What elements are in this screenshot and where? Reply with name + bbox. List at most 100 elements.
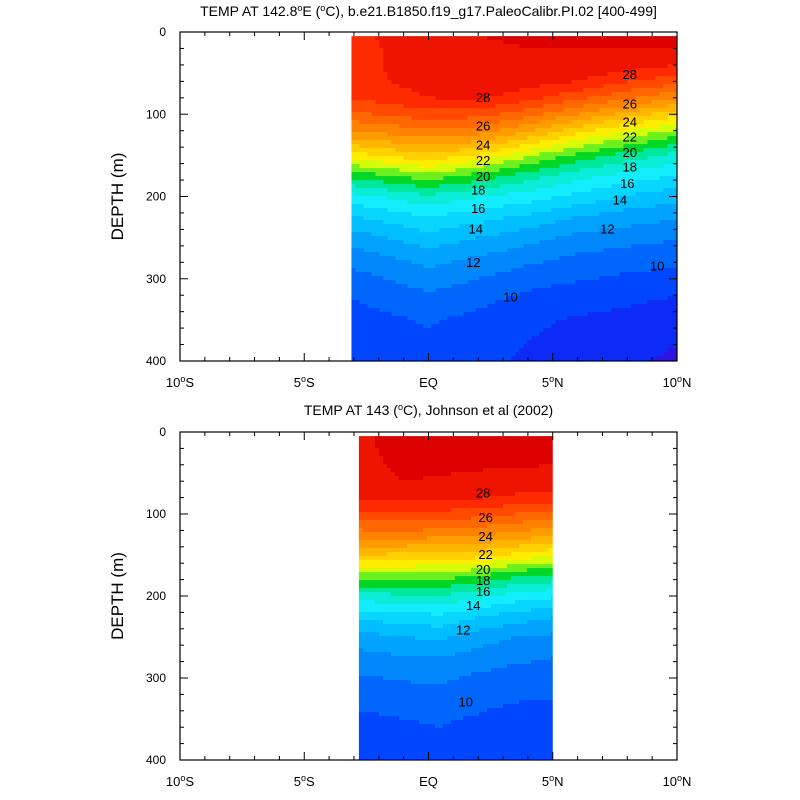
contour-cell	[579, 212, 585, 217]
contour-cell	[619, 44, 625, 49]
contour-cell	[519, 36, 525, 41]
contour-cell	[519, 92, 525, 97]
contour-cell	[675, 248, 677, 253]
contour-cell	[599, 256, 605, 261]
contour-cell	[355, 144, 361, 149]
contour-cell	[443, 248, 449, 253]
contour-cell	[639, 184, 645, 189]
contour-cell	[419, 36, 425, 41]
contour-cell	[391, 208, 397, 213]
contour-cell	[415, 220, 421, 225]
contour-cell	[643, 220, 649, 225]
contour-cell	[527, 156, 533, 161]
contour-cell	[371, 136, 377, 141]
contour-cell	[595, 204, 601, 209]
contour-cell	[495, 92, 501, 97]
contour-cell	[535, 272, 541, 277]
contour-cell	[367, 88, 373, 93]
contour-cell	[427, 184, 433, 189]
contour-cell	[359, 88, 365, 93]
contour-cell	[435, 44, 441, 49]
contour-cell	[383, 244, 389, 249]
contour-cell	[635, 268, 641, 273]
contour-cell	[499, 124, 505, 129]
contour-cell	[359, 256, 365, 261]
contour-cell	[675, 220, 677, 225]
contour-cell	[459, 208, 465, 213]
contour-cell	[387, 124, 393, 129]
contour-cell	[499, 228, 505, 233]
contour-cell	[475, 136, 481, 141]
contour-cell	[367, 172, 373, 177]
contour-cell	[363, 192, 369, 197]
contour-cell	[479, 36, 485, 41]
contour-cell	[643, 232, 649, 237]
contour-cell	[643, 60, 649, 65]
contour-cell	[591, 52, 597, 57]
contour-cell	[383, 52, 389, 57]
contour-cell	[351, 240, 357, 245]
contour-cell	[623, 136, 629, 141]
contour-cell	[511, 56, 517, 61]
contour-cell	[639, 168, 645, 173]
contour-cell	[359, 164, 365, 169]
contour-cell	[459, 188, 465, 193]
contour-cell	[427, 96, 433, 101]
contour-cell	[371, 252, 377, 257]
contour-cell	[475, 248, 481, 253]
contour-cell	[575, 180, 581, 185]
contour-cell	[503, 252, 509, 257]
contour-cell	[511, 228, 517, 233]
contour-cell	[415, 124, 421, 129]
contour-cell	[627, 36, 633, 41]
contour-cell	[451, 96, 457, 101]
contour-cell	[451, 216, 457, 221]
contour-cell	[567, 276, 573, 281]
contour-cell	[503, 216, 509, 221]
contour-cell	[527, 44, 533, 49]
contour-cell	[583, 248, 589, 253]
contour-cell	[627, 48, 633, 53]
contour-cell	[463, 136, 469, 141]
contour-cell	[647, 244, 653, 249]
contour-cell	[587, 228, 593, 233]
contour-cell	[583, 224, 589, 229]
contour-cell	[435, 108, 441, 113]
contour-cell	[391, 100, 397, 105]
contour-cell	[507, 104, 513, 109]
contour-cell	[415, 180, 421, 185]
contour-cell	[555, 264, 561, 269]
contour-cell	[391, 164, 397, 169]
contour-cell	[623, 52, 629, 57]
contour-cell	[395, 80, 401, 85]
contour-cell	[431, 236, 437, 241]
contour-cell	[415, 96, 421, 101]
contour-cell	[399, 244, 405, 249]
contour-cell	[647, 124, 653, 129]
contour-cell	[367, 256, 373, 261]
contour-cell	[359, 112, 365, 117]
contour-cell	[547, 248, 553, 253]
contour-cell	[583, 132, 589, 137]
contour-cell	[531, 180, 537, 185]
contour-cell	[595, 212, 601, 217]
contour-cell	[507, 172, 513, 177]
contour-cell	[575, 236, 581, 241]
contour-cell	[427, 84, 433, 89]
contour-cell	[451, 268, 457, 273]
contour-cell	[471, 180, 477, 185]
contour-cell	[527, 72, 533, 77]
contour-cell	[491, 104, 497, 109]
contour-cell	[675, 216, 677, 221]
contour-cell	[551, 116, 557, 121]
contour-cell	[647, 52, 653, 57]
contour-cell	[607, 60, 613, 65]
contour-cell	[451, 132, 457, 137]
contour-cell	[443, 272, 449, 277]
contour-cell	[587, 192, 593, 197]
contour-cell	[675, 204, 677, 209]
contour-cell	[559, 44, 565, 49]
contour-cell	[515, 216, 521, 221]
contour-cell	[351, 200, 357, 205]
contour-cell	[603, 244, 609, 249]
